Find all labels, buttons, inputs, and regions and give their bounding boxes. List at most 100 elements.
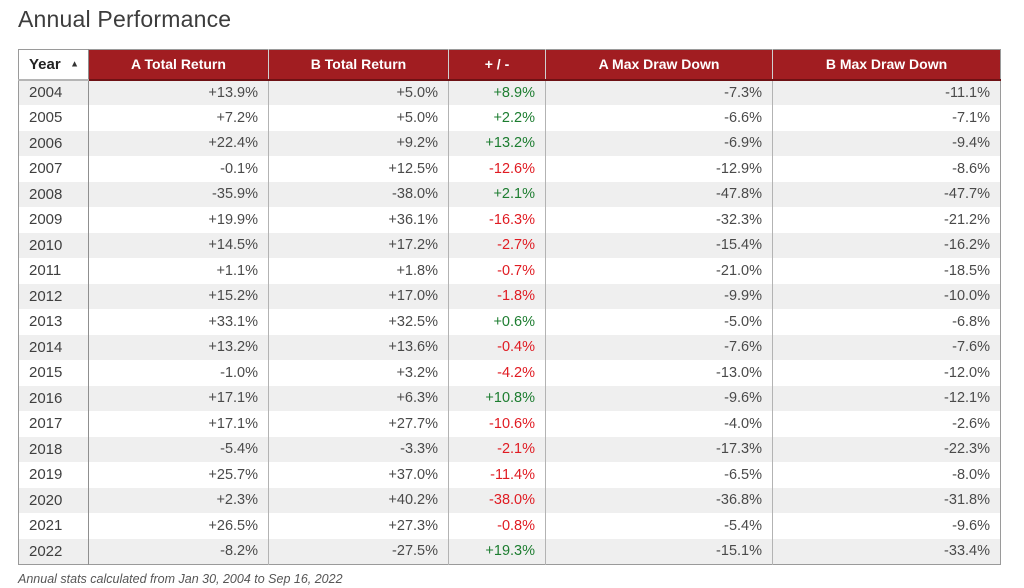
b-max-drawdown-cell: -7.6% bbox=[772, 334, 1001, 360]
a-total-return-cell: +1.1% bbox=[216, 262, 258, 279]
b-total-return-cell: +6.3% bbox=[268, 385, 449, 411]
difference-cell: -1.8% bbox=[448, 283, 546, 309]
a-total-return-cell: +7.2% bbox=[216, 109, 258, 126]
b-total-return-cell: -38.0% bbox=[268, 181, 449, 207]
b-total-return-cell: -27.5% bbox=[268, 538, 449, 564]
table-row: 2015 -1.0% +3.2% -4.2% -13.0% -12.0% bbox=[18, 360, 1001, 386]
a-total-return-cell: +13.2% bbox=[208, 339, 258, 356]
table-row: 2005 +7.2% +5.0% +2.2% -6.6% -7.1% bbox=[18, 105, 1001, 131]
a-max-drawdown-cell: -9.6% bbox=[545, 385, 773, 411]
b-max-drawdown-cell: -16.2% bbox=[772, 232, 1001, 258]
a-max-drawdown-cell: -15.1% bbox=[545, 538, 773, 564]
b-total-return-cell: +37.0% bbox=[268, 462, 449, 488]
difference-cell: +0.6% bbox=[448, 309, 546, 335]
table-row: 2004 +13.9% +5.0% +8.9% -7.3% -11.1% bbox=[18, 79, 1001, 105]
year-cell: 2007 bbox=[18, 156, 89, 182]
b-max-drawdown-cell: -21.2% bbox=[772, 207, 1001, 233]
year-cell: 2012 bbox=[18, 283, 89, 309]
annual-performance-table: Year ▲ A Total Return B Total Return + /… bbox=[18, 49, 1001, 565]
b-max-drawdown-cell: -8.6% bbox=[772, 156, 1001, 182]
a-max-drawdown-cell: -7.6% bbox=[545, 334, 773, 360]
b-max-drawdown-cell: -11.1% bbox=[772, 79, 1001, 105]
a-max-drawdown-cell: -4.0% bbox=[545, 411, 773, 437]
year-cell: 2011 bbox=[18, 258, 89, 284]
b-max-drawdown-cell: -6.8% bbox=[772, 309, 1001, 335]
a-max-drawdown-cell: -6.5% bbox=[545, 462, 773, 488]
b-total-return-cell: +17.2% bbox=[268, 232, 449, 258]
column-header-b-total-return[interactable]: B Total Return bbox=[268, 49, 449, 81]
a-max-drawdown-cell: -6.6% bbox=[545, 105, 773, 131]
a-total-return-cell: +22.4% bbox=[208, 135, 258, 152]
table-row: 2011 +1.1% +1.8% -0.7% -21.0% -18.5% bbox=[18, 258, 1001, 284]
a-total-return-cell: +15.2% bbox=[208, 288, 258, 305]
b-max-drawdown-cell: -31.8% bbox=[772, 487, 1001, 513]
b-total-return-cell: +17.0% bbox=[268, 283, 449, 309]
difference-cell: -38.0% bbox=[448, 487, 546, 513]
difference-cell: +13.2% bbox=[448, 130, 546, 156]
year-cell: 2006 bbox=[18, 130, 89, 156]
a-max-drawdown-cell: -15.4% bbox=[545, 232, 773, 258]
a-max-drawdown-cell: -47.8% bbox=[545, 181, 773, 207]
b-total-return-cell: +36.1% bbox=[268, 207, 449, 233]
a-total-return-cell: +14.5% bbox=[208, 237, 258, 254]
b-total-return-cell: +5.0% bbox=[268, 79, 449, 105]
b-max-drawdown-cell: -33.4% bbox=[772, 538, 1001, 564]
b-max-drawdown-cell: -9.6% bbox=[772, 513, 1001, 539]
b-max-drawdown-cell: -2.6% bbox=[772, 411, 1001, 437]
difference-cell: -12.6% bbox=[448, 156, 546, 182]
column-header-a-total-return[interactable]: A Total Return bbox=[88, 49, 269, 81]
difference-cell: +2.2% bbox=[448, 105, 546, 131]
difference-cell: -0.7% bbox=[448, 258, 546, 284]
a-max-drawdown-cell: -6.9% bbox=[545, 130, 773, 156]
b-max-drawdown-cell: -9.4% bbox=[772, 130, 1001, 156]
column-header-b-max-drawdown[interactable]: B Max Draw Down bbox=[772, 49, 1001, 81]
a-total-return-cell: +2.3% bbox=[216, 492, 258, 509]
b-max-drawdown-cell: -8.0% bbox=[772, 462, 1001, 488]
table-row: 2019 +25.7% +37.0% -11.4% -6.5% -8.0% bbox=[18, 462, 1001, 488]
table-row: 2013 +33.1% +32.5% +0.6% -5.0% -6.8% bbox=[18, 309, 1001, 335]
footnote: Annual stats calculated from Jan 30, 200… bbox=[18, 571, 343, 586]
table-row: 2006 +22.4% +9.2% +13.2% -6.9% -9.4% bbox=[18, 130, 1001, 156]
difference-cell: -2.7% bbox=[448, 232, 546, 258]
difference-cell: -0.8% bbox=[448, 513, 546, 539]
a-total-return-cell: -8.2% bbox=[220, 543, 258, 559]
b-total-return-cell: -3.3% bbox=[268, 436, 449, 462]
difference-cell: -2.1% bbox=[448, 436, 546, 462]
b-max-drawdown-cell: -22.3% bbox=[772, 436, 1001, 462]
b-max-drawdown-cell: -12.1% bbox=[772, 385, 1001, 411]
column-header-difference[interactable]: + / - bbox=[448, 49, 546, 81]
column-header-a-max-drawdown[interactable]: A Max Draw Down bbox=[545, 49, 773, 81]
year-cell: 2014 bbox=[18, 334, 89, 360]
a-total-return-cell: +17.1% bbox=[208, 390, 258, 407]
table-row: 2007 -0.1% +12.5% -12.6% -12.9% -8.6% bbox=[18, 156, 1001, 182]
difference-cell: +2.1% bbox=[448, 181, 546, 207]
year-cell: 2009 bbox=[18, 207, 89, 233]
year-cell: 2005 bbox=[18, 105, 89, 131]
difference-cell: +8.9% bbox=[448, 79, 546, 105]
a-total-return-cell: +25.7% bbox=[208, 466, 258, 483]
table-header-row: Year ▲ A Total Return B Total Return + /… bbox=[18, 49, 1001, 81]
table-row: 2020 +2.3% +40.2% -38.0% -36.8% -31.8% bbox=[18, 487, 1001, 513]
b-total-return-cell: +5.0% bbox=[268, 105, 449, 131]
table-row: 2016 +17.1% +6.3% +10.8% -9.6% -12.1% bbox=[18, 385, 1001, 411]
difference-cell: +19.3% bbox=[448, 538, 546, 564]
a-total-return-cell: -1.0% bbox=[220, 364, 258, 381]
a-max-drawdown-cell: -36.8% bbox=[545, 487, 773, 513]
b-total-return-cell: +1.8% bbox=[268, 258, 449, 284]
page-title: Annual Performance bbox=[18, 6, 232, 32]
year-cell: 2010 bbox=[18, 232, 89, 258]
a-total-return-cell: +17.1% bbox=[208, 415, 258, 432]
difference-cell: -4.2% bbox=[448, 360, 546, 386]
table-row: 2008 -35.9% -38.0% +2.1% -47.8% -47.7% bbox=[18, 181, 1001, 207]
year-cell: 2021 bbox=[18, 513, 89, 539]
a-max-drawdown-cell: -5.4% bbox=[545, 513, 773, 539]
table-row: 2009 +19.9% +36.1% -16.3% -32.3% -21.2% bbox=[18, 207, 1001, 233]
b-max-drawdown-cell: -18.5% bbox=[772, 258, 1001, 284]
table-row: 2021 +26.5% +27.3% -0.8% -5.4% -9.6% bbox=[18, 513, 1001, 539]
a-max-drawdown-cell: -5.0% bbox=[545, 309, 773, 335]
column-header-year[interactable]: Year ▲ bbox=[18, 49, 89, 81]
b-max-drawdown-cell: -10.0% bbox=[772, 283, 1001, 309]
a-total-return-cell: +13.9% bbox=[208, 84, 258, 101]
year-cell: 2017 bbox=[18, 411, 89, 437]
